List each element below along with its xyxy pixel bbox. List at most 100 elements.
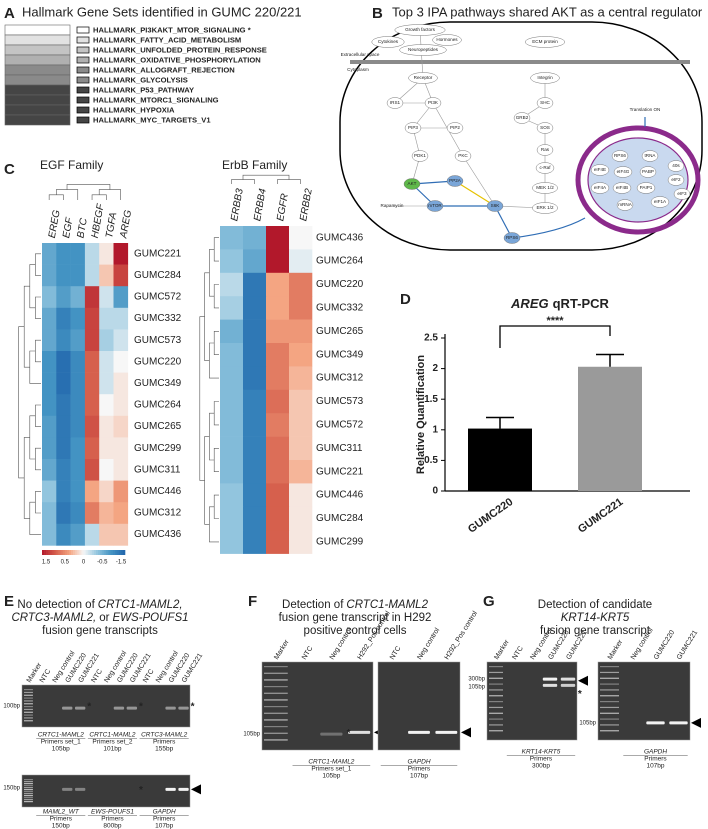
heatmap-cell	[56, 264, 71, 287]
heatmap-cell	[266, 272, 290, 297]
row-label: GUMC312	[134, 508, 182, 519]
ladder-band	[24, 700, 33, 702]
title-segment: EWS-POUFS1	[112, 612, 188, 624]
gel-caption: 107bp	[155, 823, 173, 829]
legend-swatch	[76, 86, 90, 94]
heatmap-cell	[113, 415, 129, 438]
rank-box	[4, 84, 71, 96]
gel-caption: Primers	[530, 756, 553, 763]
ladder-band	[24, 720, 33, 722]
asterisk: *	[139, 702, 143, 713]
heatmap-cell	[84, 329, 100, 352]
heatmap-cell	[220, 506, 244, 531]
ladder-band	[24, 691, 33, 694]
gel-band	[542, 683, 558, 687]
ladder-band	[24, 711, 33, 713]
heatmap-cell	[113, 264, 129, 287]
heatmap-cell	[266, 296, 290, 320]
gel-band	[62, 706, 73, 710]
ladder-band	[264, 686, 288, 688]
ladder-band	[489, 701, 503, 703]
dendrogram	[242, 174, 290, 180]
pathway-node	[530, 72, 560, 84]
gel-caption: 101bp	[103, 746, 121, 753]
rank-box	[4, 24, 71, 36]
pathway-node-label: eIF4E	[594, 167, 606, 172]
pathway-node-label: eIF2	[671, 177, 681, 182]
ladder-band	[489, 724, 503, 726]
colorbar-segment	[68, 550, 72, 555]
y-tick-label: 2	[432, 363, 438, 374]
column-label: AREG	[118, 209, 134, 240]
pathway-node	[616, 199, 634, 211]
gel-caption: EWS-POUFS1	[91, 809, 134, 816]
pathway-node	[667, 174, 685, 186]
pathway-node	[399, 44, 447, 56]
pathway-node	[403, 178, 421, 190]
ladder-band	[264, 699, 288, 701]
heatmap-cell	[289, 460, 313, 484]
colorbar-segment	[93, 550, 97, 555]
colorbar-segment	[58, 550, 61, 555]
heatmap-cell	[56, 437, 71, 460]
dendrogram	[231, 179, 255, 184]
ladder-band	[24, 793, 33, 795]
ladder-band	[24, 714, 33, 716]
heatmap-cell	[99, 307, 114, 330]
ladder-band	[489, 671, 503, 674]
row-label: GUMC220	[316, 279, 364, 290]
error-bar	[596, 353, 624, 367]
heatmap-cell	[266, 389, 290, 414]
heatmap-cell	[99, 502, 114, 525]
y-axis-label: Relative Quantification	[415, 355, 427, 474]
panel-letter: D	[400, 291, 411, 308]
ladder-band	[264, 692, 288, 694]
colorbar-segment	[102, 550, 105, 555]
x-tick-label: GUMC221	[576, 496, 625, 536]
pathway-edge-highlight	[511, 217, 586, 239]
heatmap-cell	[220, 460, 244, 484]
bar	[578, 366, 642, 491]
pathway-node-label: eIF4B	[616, 185, 628, 190]
lane-label: NTC	[142, 668, 156, 684]
row-label: GUMC573	[316, 396, 364, 407]
heatmap-cell	[84, 372, 100, 395]
panel-letter: G	[483, 593, 495, 610]
gel-caption: CRTC1-MAML2	[308, 759, 354, 766]
pathway-node-label: Growth factors	[405, 27, 436, 32]
gel-panel-title: fusion gene transcript	[540, 625, 651, 637]
row-label: GUMC349	[134, 378, 182, 389]
ladder-band	[489, 718, 503, 720]
gel-band	[560, 683, 576, 687]
ladder-band	[24, 789, 33, 791]
pathway-node-label: ERK 1/2	[536, 205, 554, 210]
ladder-band	[264, 732, 288, 734]
gel-caption: Primers set_1	[41, 739, 81, 746]
ladder-band	[24, 791, 33, 793]
ladder-band	[264, 679, 288, 681]
pathway-node	[513, 112, 531, 124]
ladder-band	[489, 712, 503, 714]
dendrogram	[204, 436, 210, 525]
ladder-band	[264, 739, 288, 741]
gel-caption: Primers	[153, 816, 176, 823]
dendrogram	[29, 415, 36, 460]
dendrogram	[213, 237, 219, 262]
gel-caption: Primers	[644, 756, 667, 763]
pathway-node-label: PIP3	[408, 125, 418, 130]
colorbar-segment	[120, 550, 124, 555]
heatmap-cell	[70, 264, 86, 287]
row-label: GUMC332	[134, 313, 182, 324]
heatmap-cell	[56, 502, 71, 525]
gel-band	[178, 706, 189, 710]
heatmap-cell	[113, 502, 129, 525]
y-tick-label: 0	[432, 486, 438, 497]
row-label: GUMC221	[134, 248, 182, 259]
gel-caption: Primers	[408, 766, 431, 773]
y-tick-label: 0.5	[424, 455, 438, 466]
heatmap-cell	[56, 523, 71, 546]
pathway-node	[536, 97, 554, 109]
gel-caption: 155bp	[155, 746, 173, 753]
dendrogram	[213, 284, 219, 309]
chart-title-part: AREG	[510, 296, 549, 311]
